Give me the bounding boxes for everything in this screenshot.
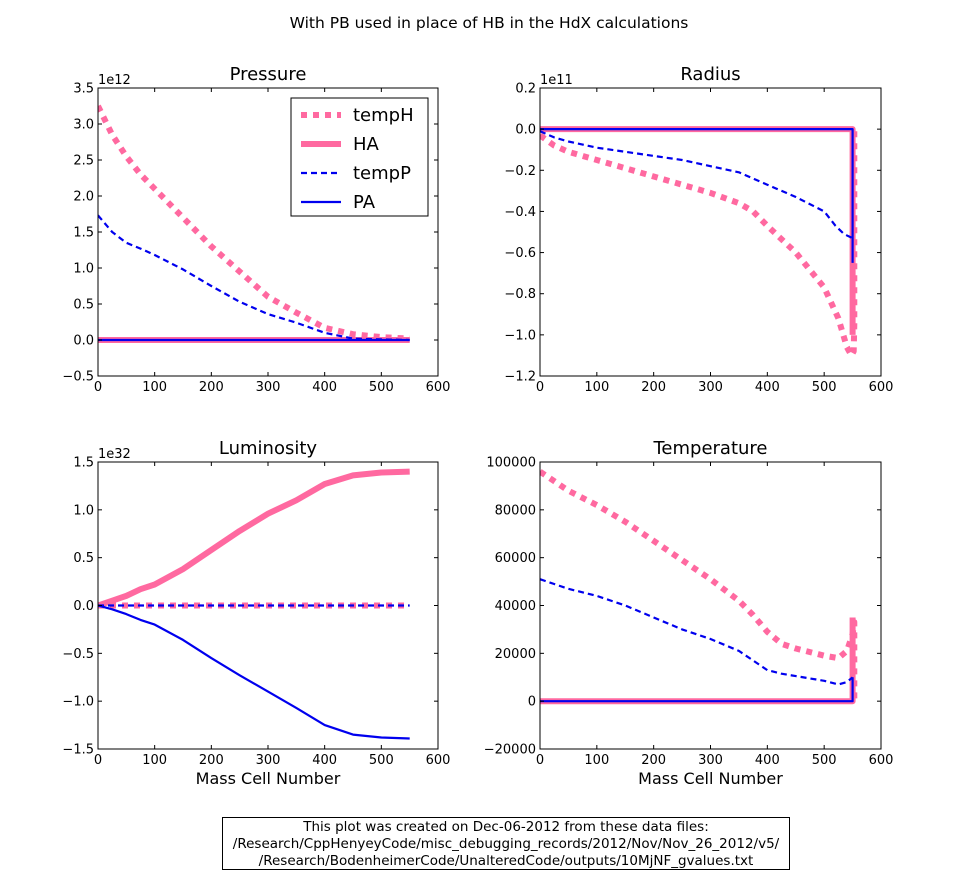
x-tick-label: 500 [369, 753, 394, 768]
subplot-title: Temperature [652, 438, 767, 459]
subplot-title: Radius [680, 64, 740, 85]
x-tick-label: 300 [256, 380, 281, 395]
x-tick-label: 600 [426, 753, 451, 768]
y-tick-label: 0.5 [73, 551, 94, 566]
legend: tempH HA tempP PA [290, 97, 429, 217]
subplot-title: Pressure [230, 64, 307, 85]
x-tick-label: 0 [536, 753, 544, 768]
x-axis-label: Mass Cell Number [638, 769, 783, 788]
x-tick-label: 100 [584, 380, 609, 395]
x-tick-label: 200 [641, 380, 666, 395]
y-tick-label: 100000 [486, 456, 536, 471]
y-tick-label: −1.5 [62, 743, 94, 758]
x-tick-label: 100 [142, 753, 167, 768]
legend-label-ha: HA [353, 134, 380, 155]
x-tick-label: 200 [199, 380, 224, 395]
x-tick-label: 100 [584, 753, 609, 768]
y-tick-label: −0.2 [504, 164, 536, 179]
x-tick-label: 200 [641, 753, 666, 768]
subplot-temperature: 0 100 200 300 400 500 600−20000020000400006000… [484, 438, 894, 788]
caption-line-1: This plot was created on Dec-06-2012 fro… [303, 819, 709, 835]
series-line-pa [540, 677, 854, 703]
y-tick-label: 0.2 [515, 82, 536, 97]
x-tick-label: 0 [536, 380, 544, 395]
series-line-tempp [98, 214, 410, 342]
x-tick-label: 600 [869, 380, 894, 395]
legend-label-tempp: tempP [353, 163, 411, 184]
x-tick-label: 100 [142, 380, 167, 395]
x-tick-label: 400 [755, 753, 780, 768]
x-tick-label: 500 [812, 380, 837, 395]
y-tick-label: 2.5 [73, 154, 94, 169]
caption-box: This plot was created on Dec-06-2012 fro… [222, 817, 790, 870]
series-line-temph [540, 469, 858, 702]
x-tick-label: 500 [369, 380, 394, 395]
y-tick-label: 20000 [495, 647, 536, 662]
y-tick-label: 0 [528, 695, 536, 710]
x-tick-label: 300 [698, 753, 723, 768]
series-line-pa [98, 604, 410, 740]
y-tick-label: −0.8 [504, 287, 536, 302]
series-group [98, 104, 410, 343]
y-tick-label: 1.5 [73, 456, 94, 471]
series-group [540, 469, 858, 705]
y-tick-label: −0.5 [62, 647, 94, 662]
y-tick-label: −0.4 [504, 205, 536, 220]
y-tick-label: 0.5 [73, 298, 94, 313]
series-line-ha [98, 468, 410, 609]
y-tick-label: −20000 [484, 743, 536, 758]
subplot-pressure: 0 100 200 300 400 500 600 −0.5 0.0 0.5 1.0 1.5 2.0 2.… [62, 64, 450, 395]
legend-label-pa: PA [353, 192, 376, 213]
y-tick-label: −0.6 [504, 246, 536, 261]
subplot-title: Luminosity [219, 438, 318, 459]
x-tick-label: 400 [312, 380, 337, 395]
series-line-temph [98, 104, 410, 342]
x-tick-label: 300 [698, 380, 723, 395]
x-tick-label: 200 [199, 753, 224, 768]
legend-label-temph: tempH [353, 105, 414, 126]
y-tick-label: 60000 [495, 551, 536, 566]
y-tick-label: 0.0 [73, 599, 94, 614]
y-tick-label: 1.0 [73, 503, 94, 518]
figure-suptitle: With PB used in place of HB in the HdX c… [290, 14, 689, 32]
x-tick-label: 400 [312, 753, 337, 768]
subplot-luminosity: 0 100 200 300 400 500 600 −1.5 −1.0 −0.5 0.0 0.5 1.0… [62, 438, 450, 788]
series-group [98, 468, 410, 740]
axis-offset-text: 1e32 [98, 447, 131, 462]
y-tick-label: 3.0 [73, 118, 94, 133]
caption-line-2: /Research/CppHenyeyCode/misc_debugging_r… [232, 836, 780, 852]
x-axis-label: Mass Cell Number [196, 769, 341, 788]
y-tick-label: 40000 [495, 599, 536, 614]
y-tick-label: 0.0 [73, 334, 94, 349]
series-line-temph [540, 129, 858, 359]
series-group [540, 126, 858, 359]
y-tick-label: −1.0 [62, 695, 94, 710]
y-tick-label: 1.0 [73, 262, 94, 277]
y-tick-label: −1.2 [504, 370, 536, 385]
x-tick-label: 600 [426, 380, 451, 395]
y-tick-label: 2.0 [73, 190, 94, 205]
y-tick-label: 0.0 [515, 123, 536, 138]
x-tick-label: 400 [755, 380, 780, 395]
caption-line-3: /Research/BodenheimerCode/UnalteredCode/… [258, 853, 754, 869]
axis-offset-text: 1e12 [98, 73, 131, 88]
series-line-tempp [540, 578, 854, 686]
x-tick-label: 0 [94, 380, 102, 395]
axis-offset-text: 1e11 [540, 73, 573, 88]
series-line-tempp [540, 130, 854, 240]
y-tick-label: −1.0 [504, 328, 536, 343]
y-tick-label: 1.5 [73, 226, 94, 241]
series-line-ha [540, 617, 856, 705]
x-tick-label: 300 [256, 753, 281, 768]
series-line-pa [540, 128, 854, 263]
subplot-radius: 0 100 200 300 400 500 600 −1.2 −1.0 −0.8 −0.6 −0.4 −… [504, 64, 893, 395]
y-tick-label: 3.5 [73, 82, 94, 97]
y-tick-label: −0.5 [62, 370, 94, 385]
y-tick-label: 80000 [495, 503, 536, 518]
x-tick-label: 0 [94, 753, 102, 768]
x-tick-label: 600 [869, 753, 894, 768]
x-tick-label: 500 [812, 753, 837, 768]
